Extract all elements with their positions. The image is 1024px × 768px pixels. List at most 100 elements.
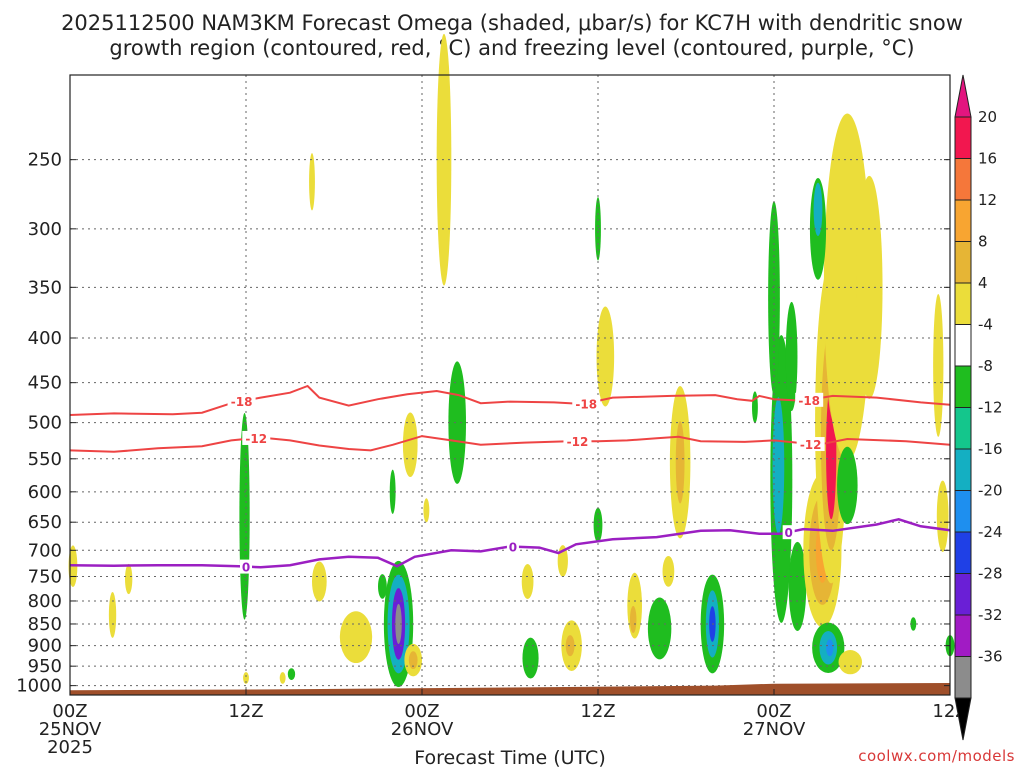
omega-cell (788, 541, 807, 632)
ground-surface (70, 683, 950, 695)
contour-label: -18 (798, 394, 820, 408)
colorbar-segment (954, 573, 972, 616)
omega-cell (521, 564, 534, 599)
x-tick-label: 00Z (756, 701, 791, 722)
omega-cell (826, 639, 834, 657)
contour-label-bg (782, 525, 795, 540)
contour-label: -18 (575, 397, 597, 411)
colorbar-segment (954, 158, 972, 201)
colorbar-bottom-arrow (954, 697, 972, 741)
y-tick-label: 550 (28, 449, 62, 470)
colorbar-label: -16 (978, 440, 1003, 458)
colorbar-segment (954, 448, 972, 491)
x-tick-label: 12Z (228, 701, 263, 722)
colorbar-segment (954, 490, 972, 533)
omega-cell (522, 637, 539, 679)
chart-subtitle: growth region (contoured, red, °C) and f… (109, 36, 914, 60)
contour-label: -12 (245, 432, 267, 446)
contour-label-bg (563, 434, 592, 449)
omega-cell (662, 556, 675, 587)
colorbar-segment (954, 282, 972, 325)
credit-text: coolwx.com/models (858, 747, 1015, 765)
colorbar-label: -4 (978, 316, 993, 334)
omega-cell (339, 611, 373, 664)
omega-cell (309, 153, 315, 211)
colorbar-segment (954, 116, 972, 159)
omega-cell (933, 294, 944, 437)
colorbar-label: -8 (978, 357, 993, 375)
omega-cell (785, 301, 798, 412)
colorbar-segment (954, 407, 972, 450)
x-tick-label: 26NOV (391, 719, 454, 740)
contour-label-bg (227, 394, 256, 409)
colorbar-segment (954, 324, 972, 367)
omega-cell (436, 33, 452, 286)
y-tick-label: 250 (28, 150, 62, 171)
omega-cell (838, 650, 862, 675)
x-tick-label: 2025 (47, 737, 93, 758)
omega-cell (108, 592, 117, 638)
omega-cell (423, 498, 430, 523)
omega-cell (395, 603, 402, 645)
colorbar-label: -24 (978, 523, 1003, 541)
y-tick-label: 900 (28, 636, 62, 657)
x-tick-label: 27NOV (743, 719, 806, 740)
x-tick-label: 25NOV (39, 719, 102, 740)
x-tick-label: 12Z (580, 701, 615, 722)
contour-label: -18 (231, 395, 253, 409)
colorbar-label: -32 (978, 606, 1003, 624)
x-axis-label: Forecast Time (UTC) (414, 747, 605, 768)
omega-cell (752, 391, 758, 423)
colorbar-label: 8 (978, 233, 988, 251)
x-tick-label: 00Z (404, 701, 439, 722)
omega-cell (647, 597, 672, 660)
y-tick-label: 850 (28, 614, 62, 635)
colorbar-label: -20 (978, 482, 1003, 500)
contour-line (69, 518, 951, 569)
contour-label: 0 (509, 541, 517, 555)
y-tick-label: 500 (28, 413, 62, 434)
plot-frame (69, 74, 951, 696)
colorbar-segment (954, 199, 972, 242)
y-tick-label: 800 (28, 591, 62, 612)
omega-cell (279, 672, 286, 684)
omega-cell (378, 574, 387, 599)
colorbar-label: -12 (978, 399, 1003, 417)
colorbar-top-arrow (954, 74, 972, 118)
y-tick-label: 350 (28, 277, 62, 298)
omega-cell (402, 412, 418, 478)
chart-title: 2025112500 NAM3KM Forecast Omega (shaded… (61, 11, 963, 35)
y-tick-label: 300 (28, 219, 62, 240)
colorbar-segment (954, 241, 972, 284)
omega-cell (243, 672, 249, 684)
omega-cell (565, 635, 575, 657)
x-tick-label: 00Z (52, 701, 87, 722)
omega-cell (629, 605, 637, 634)
colorbar-segment (954, 531, 972, 574)
y-tick-label: 750 (28, 566, 62, 587)
contour-label-bg (240, 559, 252, 574)
omega-cell (125, 563, 133, 595)
omega-cell (312, 561, 327, 602)
colorbar-segment (954, 365, 972, 408)
contour-label: -12 (800, 438, 822, 452)
omega-cell (910, 617, 917, 631)
contour-label-bg (795, 392, 824, 407)
y-tick-label: 650 (28, 512, 62, 533)
y-tick-label: 700 (28, 540, 62, 561)
colorbar-label: 4 (978, 274, 988, 292)
y-tick-label: 1000 (16, 676, 62, 697)
omega-cell (936, 480, 949, 552)
y-tick-label: 450 (28, 373, 62, 394)
omega-cell (287, 668, 296, 680)
omega-cell (408, 651, 418, 670)
omega-cell (675, 421, 685, 504)
colorbar-segment (954, 614, 972, 657)
colorbar-segment (954, 656, 972, 699)
contour-label-bg (242, 430, 271, 445)
y-tick-label: 400 (28, 328, 62, 349)
contour-label: 0 (242, 561, 250, 575)
contour-line (69, 384, 951, 416)
y-tick-label: 600 (28, 482, 62, 503)
